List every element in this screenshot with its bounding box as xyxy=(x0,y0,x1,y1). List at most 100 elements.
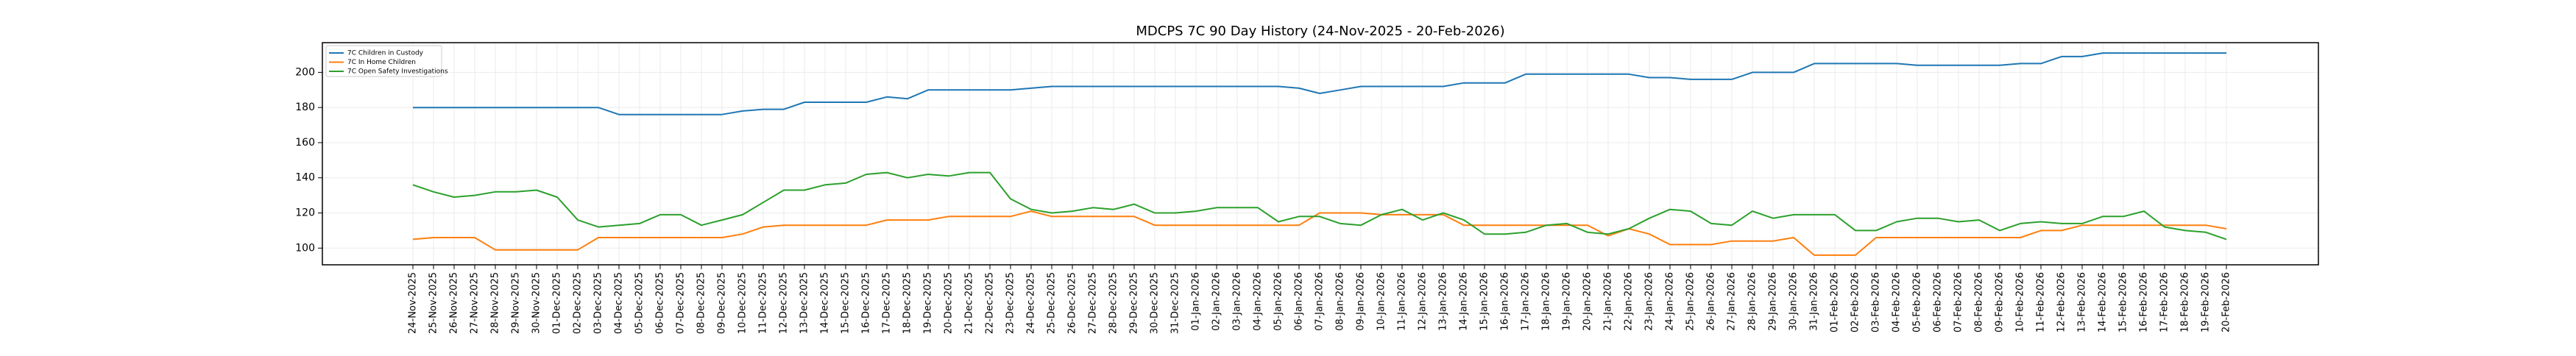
x-tick-label: 30-Dec-2025 xyxy=(1150,272,1161,334)
x-tick-label: 24-Jan-2026 xyxy=(1665,272,1676,331)
x-tick-label: 13-Dec-2025 xyxy=(799,272,810,334)
x-tick-label: 27-Nov-2025 xyxy=(470,272,481,334)
y-tick-label: 180 xyxy=(295,102,315,113)
x-tick-label: 03-Dec-2025 xyxy=(593,272,604,334)
x-tick-label: 09-Feb-2026 xyxy=(1995,272,2006,332)
x-tick-label: 29-Nov-2025 xyxy=(511,272,522,334)
grid xyxy=(322,43,2318,265)
x-tick-label: 31-Dec-2025 xyxy=(1170,272,1181,334)
x-tick-label: 25-Jan-2026 xyxy=(1685,272,1696,331)
x-tick-label: 06-Jan-2026 xyxy=(1294,272,1305,331)
x-tick-label: 06-Dec-2025 xyxy=(655,272,666,334)
legend-label: 7C Children in Custody xyxy=(347,50,424,57)
x-tick-label: 17-Dec-2025 xyxy=(882,272,893,334)
x-tick-label: 16-Jan-2026 xyxy=(1500,272,1511,331)
y-tick-label: 200 xyxy=(295,66,315,78)
x-tick-label: 06-Feb-2026 xyxy=(1933,272,1944,332)
x-tick-label: 09-Jan-2026 xyxy=(1356,272,1367,331)
x-tick-label: 08-Jan-2026 xyxy=(1335,272,1346,331)
y-tick-label: 160 xyxy=(295,137,315,149)
x-tick-label: 19-Feb-2026 xyxy=(2201,272,2212,332)
legend-label: 7C Open Safety Investigations xyxy=(347,68,448,76)
plot-frame xyxy=(322,42,2319,266)
x-tick-label: 07-Feb-2026 xyxy=(1953,272,1964,332)
x-axis: 24-Nov-2025 25-Nov-2025 26-Nov-2025 27-Nov-… xyxy=(408,265,2232,334)
x-tick-label: 28-Jan-2026 xyxy=(1747,272,1758,331)
x-tick-label: 03-Feb-2026 xyxy=(1871,272,1882,332)
y-tick-label: 100 xyxy=(295,242,315,254)
y-tick-label: 140 xyxy=(295,172,315,184)
x-tick-label: 28-Nov-2025 xyxy=(490,272,501,334)
series-line-1 xyxy=(412,210,2227,256)
x-tick-label: 07-Dec-2025 xyxy=(676,272,687,334)
x-tick-label: 01-Dec-2025 xyxy=(552,272,563,334)
legend-box xyxy=(325,45,442,77)
x-tick-label: 16-Dec-2025 xyxy=(861,272,872,334)
y-tick-label: 120 xyxy=(295,207,315,219)
x-tick-label: 05-Feb-2026 xyxy=(1912,272,1923,332)
legend: 7C Children in Custody 7C In Home Childre… xyxy=(325,45,448,77)
x-tick-label: 02-Jan-2026 xyxy=(1211,272,1222,331)
x-tick-label: 27-Dec-2025 xyxy=(1088,272,1099,334)
x-tick-label: 17-Feb-2026 xyxy=(2159,272,2170,332)
x-tick-label: 26-Nov-2025 xyxy=(449,272,460,334)
x-tick-label: 04-Jan-2026 xyxy=(1253,272,1264,331)
x-tick-label: 12-Dec-2025 xyxy=(779,272,790,334)
x-tick-label: 10-Jan-2026 xyxy=(1376,272,1387,331)
x-tick-label: 24-Dec-2025 xyxy=(1026,272,1037,334)
x-tick-label: 02-Feb-2026 xyxy=(1850,272,1861,332)
x-tick-label: 01-Jan-2026 xyxy=(1191,272,1202,331)
x-tick-label: 08-Dec-2025 xyxy=(696,272,707,334)
x-tick-label: 23-Dec-2025 xyxy=(1005,272,1016,334)
x-tick-label: 11-Feb-2026 xyxy=(2036,272,2047,332)
x-tick-label: 22-Jan-2026 xyxy=(1624,272,1635,331)
x-tick-label: 25-Dec-2025 xyxy=(1047,272,1058,334)
x-tick-label: 11-Jan-2026 xyxy=(1397,272,1408,331)
x-tick-label: 31-Jan-2026 xyxy=(1809,272,1820,331)
series-lines xyxy=(412,52,2227,256)
x-tick-label: 20-Jan-2026 xyxy=(1582,272,1593,331)
x-tick-label: 13-Feb-2026 xyxy=(2077,272,2088,332)
x-tick-label: 18-Jan-2026 xyxy=(1541,272,1552,331)
x-tick-label: 26-Dec-2025 xyxy=(1067,272,1078,334)
x-tick-label: 24-Nov-2025 xyxy=(408,272,419,334)
x-tick-label: 08-Feb-2026 xyxy=(1974,272,1985,332)
x-tick-label: 07-Jan-2026 xyxy=(1314,272,1326,331)
x-tick-label: 10-Feb-2026 xyxy=(2015,272,2026,332)
x-tick-label: 27-Jan-2026 xyxy=(1727,272,1738,331)
x-tick-label: 16-Feb-2026 xyxy=(2139,272,2150,332)
x-tick-label: 09-Dec-2025 xyxy=(717,272,728,334)
x-tick-label: 19-Jan-2026 xyxy=(1562,272,1573,331)
x-tick-label: 11-Dec-2025 xyxy=(758,272,769,334)
x-tick-label: 15-Dec-2025 xyxy=(841,272,852,334)
y-axis: 100 120 140 160 180 200 xyxy=(295,66,322,254)
x-tick-label: 14-Jan-2026 xyxy=(1459,272,1470,331)
series-line-2 xyxy=(412,171,2227,241)
x-tick-label: 20-Dec-2025 xyxy=(944,272,955,334)
x-tick-label: 22-Dec-2025 xyxy=(985,272,996,334)
x-tick-label: 03-Jan-2026 xyxy=(1232,272,1243,331)
x-tick-label: 14-Dec-2025 xyxy=(820,272,831,334)
x-tick-label: 12-Feb-2026 xyxy=(2056,272,2067,332)
x-tick-label: 13-Jan-2026 xyxy=(1438,272,1449,331)
x-tick-label: 29-Jan-2026 xyxy=(1768,272,1779,331)
x-tick-label: 26-Jan-2026 xyxy=(1706,272,1717,331)
x-tick-label: 25-Nov-2025 xyxy=(428,272,439,334)
x-tick-label: 21-Jan-2026 xyxy=(1603,272,1614,331)
x-tick-label: 15-Jan-2026 xyxy=(1479,272,1490,331)
chart-title: MDCPS 7C 90 Day History (24-Nov-2025 - 2… xyxy=(1136,24,1504,39)
x-tick-label: 18-Dec-2025 xyxy=(902,272,913,334)
x-tick-label: 10-Dec-2025 xyxy=(737,272,749,334)
series-line-0 xyxy=(413,52,2226,115)
x-tick-label: 29-Dec-2025 xyxy=(1129,272,1140,334)
x-tick-label: 21-Dec-2025 xyxy=(964,272,975,334)
x-tick-label: 30-Nov-2025 xyxy=(531,272,542,334)
x-tick-label: 05-Dec-2025 xyxy=(634,272,645,334)
x-tick-label: 28-Dec-2025 xyxy=(1108,272,1119,334)
x-tick-label: 19-Dec-2025 xyxy=(923,272,934,334)
x-tick-label: 01-Feb-2026 xyxy=(1830,272,1841,332)
x-tick-label: 23-Jan-2026 xyxy=(1644,272,1655,331)
x-tick-label: 20-Feb-2026 xyxy=(2221,272,2232,332)
x-tick-label: 30-Jan-2026 xyxy=(1788,272,1800,331)
